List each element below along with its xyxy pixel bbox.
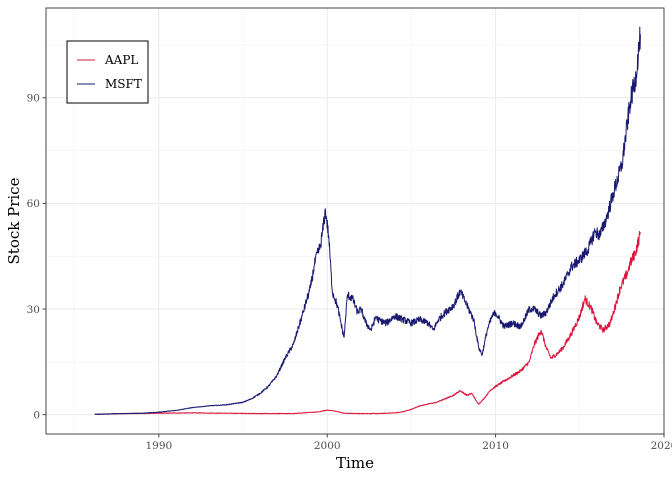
y-tick-label: 60: [27, 198, 40, 210]
legend-label-msft: MSFT: [105, 77, 142, 91]
panel-border: [45, 7, 665, 435]
series-line-msft: [94, 26, 641, 415]
y-tick-label: 30: [27, 304, 40, 316]
x-tick-label: 1990: [145, 440, 172, 452]
plot-panel: [45, 7, 665, 435]
x-axis-title: Time: [336, 454, 374, 472]
x-tick-label: 2010: [482, 440, 509, 452]
y-tick-label: 0: [33, 409, 40, 421]
legend-box: [66, 40, 149, 104]
y-tick-label: 90: [27, 93, 40, 105]
series-layer: [94, 26, 641, 415]
series-line-aapl: [94, 231, 641, 415]
y-axis-title: Stock Price: [5, 177, 23, 264]
legend: AAPL MSFT: [66, 40, 149, 104]
x-tick-label: 2000: [314, 440, 341, 452]
y-axis: 0 30 60 90: [27, 93, 46, 421]
legend-label-aapl: AAPL: [104, 53, 138, 67]
